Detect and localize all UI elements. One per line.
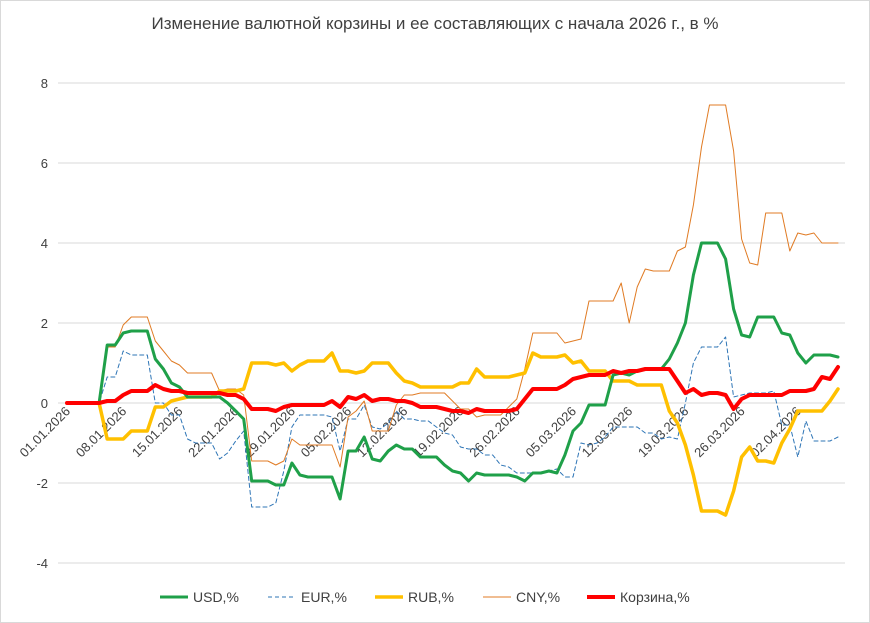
series-line-cny bbox=[66, 104, 839, 468]
x-tick-label: 01.01.2026 bbox=[16, 404, 73, 461]
y-tick-label: -4 bbox=[36, 556, 48, 571]
x-tick-label: 22.01.2026 bbox=[185, 404, 242, 461]
y-tick-label: 0 bbox=[41, 396, 48, 411]
y-tick-labels: 8 6 4 2 0 -2 -4 bbox=[36, 76, 48, 571]
series-lines bbox=[65, 104, 840, 517]
x-tick-label: 05.03.2026 bbox=[522, 404, 579, 461]
x-tick-label: 26.03.2026 bbox=[691, 404, 748, 461]
legend-label: RUB,% bbox=[408, 589, 454, 605]
y-tick-label: 4 bbox=[41, 236, 48, 251]
legend-label: CNY,% bbox=[516, 589, 560, 605]
legend-label: Корзина,% bbox=[620, 589, 690, 605]
gridlines bbox=[58, 82, 845, 564]
legend: USD,% EUR,% RUB,% CNY,% Корзина,% bbox=[160, 589, 690, 605]
y-tick-label: 8 bbox=[41, 76, 48, 91]
x-tick-label: 29.01.2026 bbox=[241, 404, 298, 461]
x-tick-label: 12.02.2026 bbox=[354, 404, 411, 461]
y-tick-label: -2 bbox=[36, 476, 48, 491]
series-line-usd bbox=[65, 241, 840, 501]
y-tick-label: 2 bbox=[41, 316, 48, 331]
series-line-корзина bbox=[65, 365, 840, 415]
legend-label: EUR,% bbox=[301, 589, 347, 605]
chart-title: Изменение валютной корзины и ее составля… bbox=[151, 14, 719, 33]
legend-label: USD,% bbox=[193, 589, 239, 605]
y-tick-label: 6 bbox=[41, 156, 48, 171]
